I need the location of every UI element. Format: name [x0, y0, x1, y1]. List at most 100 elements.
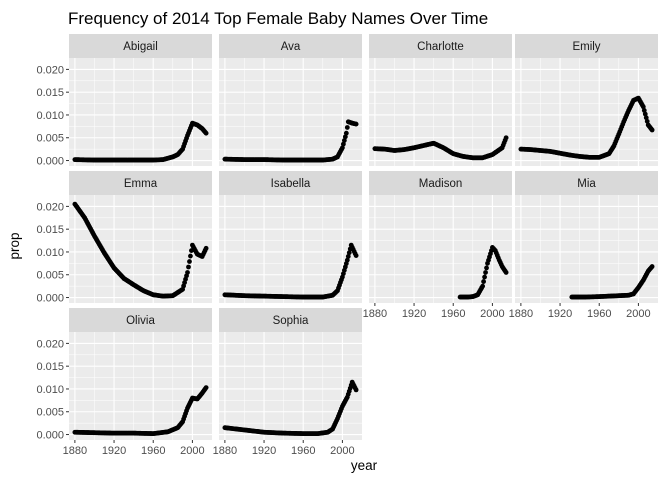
facet-olivia: Olivia 0.000 0.005 0.010 0.015 0.020 1880 1920 1… — [36, 308, 212, 457]
y-tick-label: 0.005 — [36, 407, 64, 419]
data-point — [340, 145, 345, 151]
x-tick-label: 1920 — [102, 445, 126, 457]
data-point — [353, 387, 359, 393]
facet-label: Charlotte — [417, 41, 464, 53]
data-point — [203, 130, 209, 136]
facet-madison: Madison 1880 1920 1960 2000 — [363, 171, 512, 320]
data-points — [72, 120, 209, 163]
data-point — [343, 130, 349, 136]
facet-strip — [69, 34, 212, 58]
x-tick-label: 1880 — [213, 445, 237, 457]
x-tick-label: 1960 — [441, 308, 465, 320]
y-tick-label: 0.000 — [36, 430, 64, 442]
facet-emily: Emily — [515, 34, 658, 166]
data-point — [344, 257, 350, 263]
facet-label: Isabella — [271, 178, 311, 190]
x-tick-label: 1880 — [509, 308, 533, 320]
data-point — [346, 250, 352, 256]
y-tick-label: 0.015 — [36, 361, 64, 373]
facet-strip — [219, 308, 362, 332]
data-point — [643, 115, 649, 121]
data-points — [457, 245, 509, 300]
x-tick-label: 1920 — [548, 308, 572, 320]
data-point — [503, 270, 509, 275]
data-point — [641, 108, 647, 113]
panel-background — [69, 332, 212, 440]
y-tick-label: 0.010 — [36, 110, 64, 122]
data-points — [372, 135, 509, 161]
y-tick-label: 0.015 — [36, 224, 64, 236]
data-point — [484, 265, 489, 271]
y-tick-label: 0.005 — [36, 270, 64, 282]
panel-background — [515, 195, 658, 303]
data-point — [482, 274, 487, 280]
facet-strip — [69, 308, 212, 332]
data-point — [342, 134, 348, 140]
facet-strip — [219, 171, 362, 195]
facet-strip — [515, 171, 658, 195]
facet-label: Olivia — [126, 315, 155, 327]
data-points — [518, 95, 655, 160]
data-point — [642, 111, 648, 117]
data-point — [186, 264, 191, 270]
facet-strip — [69, 171, 212, 195]
y-tick-label: 0.020 — [36, 64, 64, 76]
y-tick-label: 0.020 — [36, 338, 64, 350]
x-tick-label: 1920 — [252, 445, 276, 457]
facet-label: Sophia — [273, 315, 309, 327]
data-points — [222, 119, 359, 163]
facet-strip — [369, 171, 512, 195]
data-points — [72, 201, 209, 299]
facet-emma: Emma 0.000 0.005 0.010 0.015 0.020 — [36, 171, 212, 305]
panel-background — [219, 332, 362, 440]
x-tick-label: 1960 — [291, 445, 315, 457]
x-tick-label: 2000 — [330, 445, 354, 457]
x-tick-label: 1960 — [587, 308, 611, 320]
data-points — [569, 264, 655, 300]
data-point — [203, 385, 209, 390]
y-tick-label: 0.005 — [36, 133, 64, 145]
facet-sophia: Sophia 1880 1920 1960 2000 — [213, 308, 362, 457]
data-point — [345, 254, 351, 259]
facet-abigail: Abigail 0.000 0.005 0.010 0.015 0.020 — [36, 34, 212, 168]
facet-label: Madison — [419, 178, 462, 190]
panel-background — [69, 195, 212, 303]
data-point — [649, 127, 655, 133]
facet-label: Ava — [281, 41, 301, 53]
data-point — [644, 118, 650, 124]
facet-ava: Ava — [219, 34, 362, 166]
facet-strip — [369, 34, 512, 58]
data-point — [480, 283, 486, 289]
y-tick-label: 0.020 — [36, 201, 64, 213]
data-point — [341, 138, 347, 143]
data-point — [187, 259, 192, 264]
y-tick-label: 0.010 — [36, 384, 64, 396]
panel-background — [219, 58, 362, 166]
data-point — [340, 141, 346, 147]
x-tick-label: 2000 — [626, 308, 650, 320]
panel-background — [69, 58, 212, 166]
x-tick-label: 2000 — [480, 308, 504, 320]
data-point — [344, 125, 350, 130]
facet-label: Emily — [572, 41, 600, 53]
data-point — [483, 270, 488, 275]
data-points — [72, 385, 209, 437]
data-point — [640, 104, 646, 110]
facet-strip — [219, 34, 362, 58]
y-tick-label: 0.015 — [36, 87, 64, 99]
y-tick-label: 0.010 — [36, 247, 64, 259]
x-tick-label: 1960 — [141, 445, 165, 457]
facet-mia: Mia 1880 1920 1960 2000 — [509, 171, 658, 320]
x-axis-title: year — [351, 458, 378, 473]
data-point — [353, 253, 359, 259]
facet-label: Mia — [577, 178, 596, 190]
facet-strip — [515, 34, 658, 58]
y-tick-label: 0.000 — [36, 156, 64, 168]
data-point — [185, 270, 190, 275]
data-point — [353, 121, 359, 127]
data-points — [222, 379, 359, 437]
y-axis-title: prop — [7, 232, 22, 259]
x-tick-label: 2000 — [180, 445, 204, 457]
x-tick-label: 1920 — [402, 308, 426, 320]
